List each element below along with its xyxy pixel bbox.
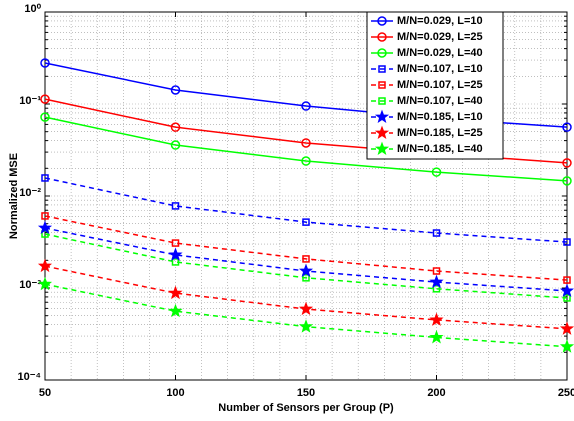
data-point — [301, 156, 311, 166]
legend-label: M/N=0.107, L=25 — [397, 79, 483, 91]
data-point — [302, 274, 310, 282]
data-point — [301, 101, 311, 111]
series-line — [44, 233, 568, 299]
data-point — [168, 285, 183, 300]
data-point — [562, 158, 572, 168]
data-point — [37, 258, 53, 273]
data-point — [170, 122, 181, 132]
y-tick-label: 10⁻¹ — [19, 95, 41, 107]
data-point — [301, 138, 311, 148]
data-point — [168, 247, 183, 261]
data-point — [298, 263, 314, 278]
legend-marker — [377, 48, 387, 58]
x-axis-label: Number of Sensors per Group (P) — [218, 402, 394, 414]
data-point — [41, 174, 49, 182]
data-point — [37, 220, 53, 235]
legend-label: M/N=0.107, L=10 — [397, 63, 483, 75]
legend-label: M/N=0.107, L=40 — [397, 95, 483, 107]
legend-marker — [377, 32, 387, 42]
y-tick-label: 10⁻⁴ — [18, 371, 41, 383]
data-point — [40, 94, 50, 104]
y-tick-label: 10⁻² — [19, 187, 41, 199]
legend-label: M/N=0.029, L=40 — [397, 47, 483, 59]
x-tick-label: 150 — [297, 387, 315, 399]
legend-label: M/N=0.185, L=40 — [397, 143, 483, 155]
data-point — [429, 274, 444, 289]
data-point — [559, 321, 574, 335]
legend-marker — [378, 97, 386, 105]
data-point — [171, 239, 180, 247]
data-point — [40, 112, 50, 122]
data-point — [431, 167, 442, 177]
data-point — [429, 330, 444, 344]
x-tick-label: 200 — [427, 387, 445, 399]
y-tick-label: 10⁰ — [24, 3, 41, 15]
legend-label: M/N=0.029, L=10 — [397, 15, 483, 27]
data-point — [37, 276, 53, 291]
x-tick-label: 250 — [558, 387, 574, 399]
data-point — [170, 140, 181, 150]
legend-marker — [374, 109, 390, 124]
data-point — [171, 202, 180, 210]
data-point — [170, 85, 181, 95]
data-point — [429, 312, 444, 326]
data-point — [302, 255, 310, 263]
x-tick-label: 50 — [39, 387, 51, 399]
data-point — [432, 285, 441, 293]
legend-marker — [374, 141, 390, 156]
data-point — [302, 218, 310, 226]
legend-label: M/N=0.185, L=10 — [397, 111, 483, 123]
data-point — [562, 176, 572, 186]
data-point — [432, 229, 441, 237]
data-point — [559, 283, 574, 297]
legend-marker — [377, 16, 387, 26]
legend-marker — [378, 65, 386, 73]
series-line — [44, 215, 568, 281]
data-point — [40, 58, 50, 68]
data-point — [298, 301, 314, 316]
data-point — [168, 303, 183, 318]
data-point — [563, 238, 571, 246]
plot-frame — [44, 11, 568, 381]
series-line — [44, 177, 568, 243]
data-point — [559, 339, 574, 353]
y-tick-label: 10⁻³ — [19, 279, 41, 291]
data-point — [563, 276, 571, 284]
legend-label: M/N=0.185, L=25 — [397, 127, 483, 139]
y-axis-label: Normalized MSE — [8, 153, 20, 239]
data-point — [432, 267, 441, 275]
series-line — [44, 116, 568, 182]
data-point — [563, 294, 571, 302]
data-point — [562, 122, 572, 132]
data-point — [298, 319, 314, 333]
x-tick-label: 100 — [166, 387, 184, 399]
data-point — [171, 258, 180, 266]
legend-label: M/N=0.029, L=25 — [397, 31, 483, 43]
legend-marker — [378, 81, 386, 89]
legend-marker — [374, 125, 390, 140]
data-point — [41, 212, 49, 220]
